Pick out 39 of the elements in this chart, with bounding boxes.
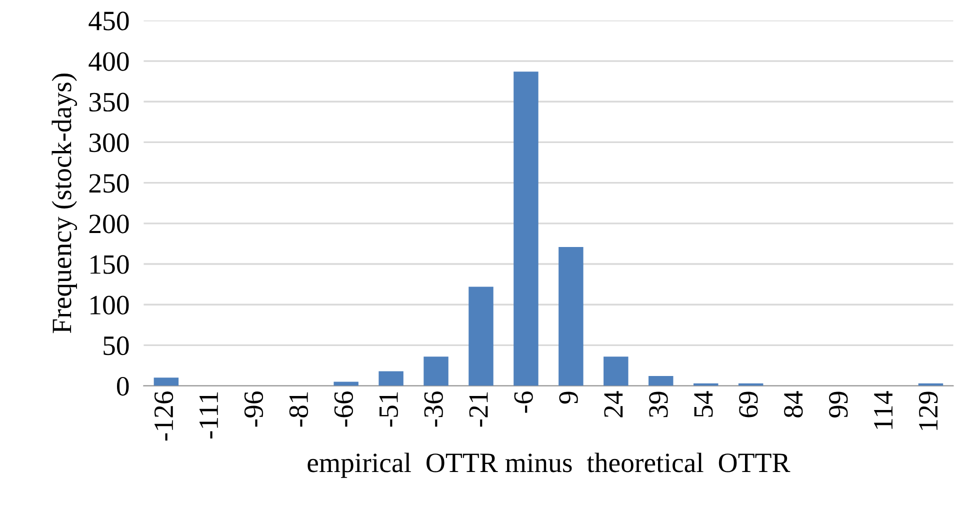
bar	[334, 382, 358, 386]
x-tick-label: 69	[739, 392, 758, 418]
y-tick-label: 200	[89, 214, 129, 234]
y-tick-label: 0	[116, 376, 129, 396]
y-tick-label: 100	[90, 296, 129, 315]
x-tick-label: -36	[424, 391, 443, 427]
x-tick-label: -111	[200, 392, 218, 438]
x-tick-label: -21	[469, 392, 488, 427]
bar	[424, 356, 448, 386]
x-tick-label: -96	[244, 391, 264, 427]
x-tick-label: -6	[514, 391, 533, 413]
y-axis-title: Frequency (stock-days)	[52, 74, 78, 334]
x-tick-label: 24	[604, 391, 623, 418]
y-tick-label: 350	[89, 92, 129, 112]
x-axis-title: empirical OTTR minus theoretical OTTR	[308, 452, 790, 478]
bar	[468, 286, 494, 386]
x-tick-label: 39	[649, 392, 668, 418]
x-tick-label: 129	[919, 392, 938, 430]
y-tick-label: 250	[89, 174, 129, 193]
x-tick-label: 84	[784, 391, 803, 418]
bar	[378, 371, 404, 386]
y-tick-label: 300	[89, 133, 129, 152]
x-tick-label: -51	[379, 392, 398, 427]
y-tick-label: 400	[88, 52, 129, 71]
x-tick-label: 99	[829, 392, 848, 418]
bar	[514, 72, 538, 386]
x-tick-label: 114	[874, 391, 892, 429]
bar	[604, 356, 628, 386]
x-tick-label: 54	[694, 391, 713, 417]
x-tick-label: -126	[154, 391, 174, 441]
bar	[648, 376, 674, 386]
x-tick-label: 9	[559, 392, 578, 404]
y-tick-label: 150	[90, 255, 129, 274]
y-tick-label: 450	[88, 12, 129, 30]
x-tick-label: -66	[334, 391, 354, 427]
bar	[154, 378, 179, 386]
y-tick-label: 50	[104, 336, 129, 356]
x-tick-label: -81	[289, 392, 308, 427]
bar	[558, 246, 584, 386]
